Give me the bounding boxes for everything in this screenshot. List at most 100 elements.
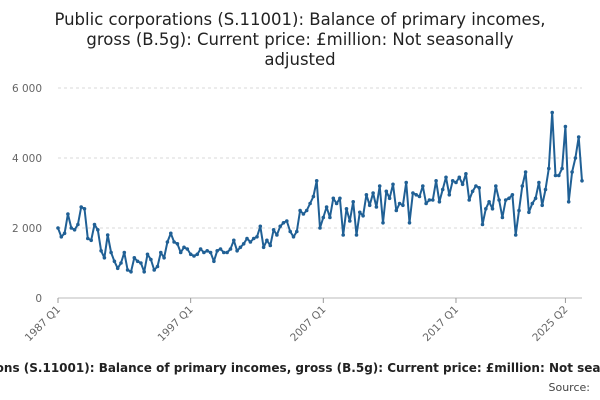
chart-title: Public corporations (S.11001): Balance o… [54, 10, 545, 69]
data-point [500, 215, 505, 220]
data-point [169, 231, 173, 236]
data-point [82, 207, 87, 211]
data-point [341, 233, 346, 237]
data-point [115, 266, 120, 271]
data-point [394, 208, 399, 213]
x-tick-label: 2007 Q1 [288, 304, 328, 344]
data-point [129, 270, 133, 274]
x-tick-label: 2025 Q2 [530, 304, 570, 344]
data-point [188, 252, 193, 257]
data-point [62, 231, 67, 236]
data-point [225, 250, 229, 255]
data-point [480, 222, 485, 227]
data-point [533, 196, 538, 201]
data-point [557, 173, 561, 178]
data-point [152, 268, 156, 272]
data-point [119, 261, 123, 265]
data-point [414, 193, 419, 197]
data-point [457, 175, 462, 180]
data-point [401, 203, 405, 208]
data-point [66, 212, 70, 216]
data-point [232, 238, 236, 243]
data-point [421, 184, 425, 188]
y-tick-label: 2 000 [12, 223, 42, 235]
data-point [494, 184, 498, 188]
data-point [384, 189, 389, 194]
data-point [523, 170, 528, 174]
data-point [348, 219, 352, 223]
data-point [553, 173, 558, 178]
data-point [361, 214, 365, 218]
data-point [460, 182, 465, 187]
data-point [76, 222, 80, 227]
data-point [391, 182, 395, 187]
data-point [560, 166, 564, 171]
data-point [135, 259, 140, 264]
source-label: Source: [549, 381, 591, 394]
data-point [570, 170, 574, 174]
data-point [358, 210, 362, 215]
data-point [454, 180, 458, 185]
data-point [202, 250, 206, 255]
data-point [212, 259, 216, 264]
chart-title-line-2: gross (B.5g): Current price: £million: N… [86, 30, 513, 49]
data-point [268, 243, 273, 248]
x-tick-label: 2017 Q1 [421, 304, 461, 344]
data-point [86, 236, 90, 241]
data-point [291, 235, 296, 239]
data-point [145, 252, 150, 257]
data-point [265, 238, 269, 243]
data-point [507, 196, 511, 201]
x-axis-ticks: 1987 Q1 1997 Q1 2007 Q1 2017 Q1 2025 Q2 [23, 298, 571, 344]
data-point [527, 210, 531, 215]
data-point [411, 191, 415, 195]
data-point [513, 233, 518, 237]
data-point [96, 228, 100, 232]
data-point [59, 235, 64, 239]
data-point [112, 259, 117, 264]
data-point [440, 187, 445, 192]
x-tick-label: 1987 Q1 [23, 304, 63, 344]
data-point [324, 205, 329, 209]
data-point [573, 156, 578, 160]
data-point [351, 200, 356, 204]
data-point [162, 255, 166, 260]
data-point [484, 207, 488, 211]
data-point [444, 175, 448, 180]
data-point [450, 179, 455, 183]
data-point [367, 203, 372, 208]
data-point [467, 198, 472, 202]
data-point [271, 228, 276, 232]
data-point [301, 212, 306, 216]
data-point [377, 184, 382, 188]
data-point [165, 240, 170, 244]
y-tick-label: 4 000 [12, 153, 42, 165]
data-point [431, 198, 435, 202]
data-point [517, 208, 521, 213]
data-point [155, 264, 160, 269]
data-point [235, 249, 239, 253]
data-point [374, 205, 379, 209]
data-point [172, 240, 176, 244]
data-point [364, 193, 369, 197]
data-point [109, 250, 113, 255]
data-point [417, 194, 422, 199]
data-point [447, 193, 452, 197]
data-point [248, 240, 253, 244]
data-point [149, 257, 153, 262]
data-point [258, 224, 263, 229]
data-point [434, 179, 438, 183]
data-point [79, 205, 83, 209]
data-point [69, 226, 74, 230]
data-point [344, 207, 349, 211]
data-point [122, 250, 127, 255]
chart-title-line-3: adjusted [264, 50, 335, 69]
data-point [218, 247, 223, 251]
data-point [576, 135, 581, 139]
data-point [563, 124, 568, 129]
data-point [185, 247, 190, 251]
data-point [175, 242, 180, 246]
data-point [125, 268, 130, 272]
data-point [99, 249, 103, 253]
